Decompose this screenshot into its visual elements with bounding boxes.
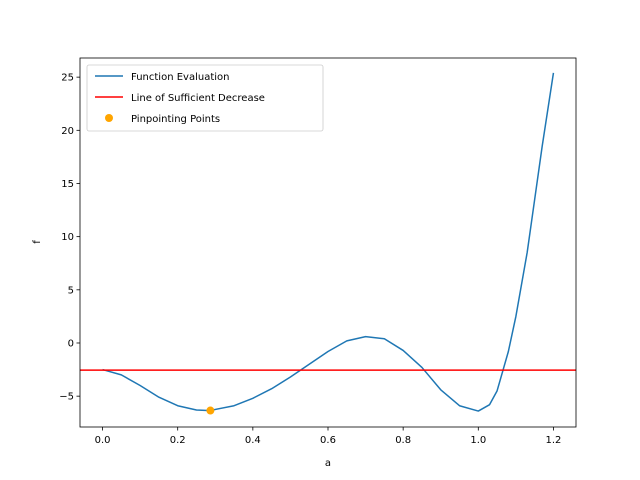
- x-tick-label: 1.0: [470, 435, 486, 446]
- y-tick-label: 5: [68, 285, 74, 296]
- x-tick-label: 0.0: [95, 435, 111, 446]
- y-tick-label: 10: [61, 232, 74, 243]
- legend-box: [86, 64, 324, 132]
- x-tick-label: 0.2: [170, 435, 186, 446]
- legend-label: Pinpointing Points: [131, 114, 220, 125]
- x-tick-label: 0.8: [395, 435, 411, 446]
- y-tick-label: 25: [61, 73, 74, 84]
- x-axis-label: a: [325, 458, 331, 469]
- legend-dot-marker: [105, 114, 113, 122]
- legend-label: Function Evaluation: [131, 72, 229, 83]
- y-axis-label: f: [32, 240, 43, 244]
- y-tick-label: 15: [61, 179, 74, 190]
- y-tick-label: 20: [61, 126, 74, 137]
- legend-label: Line of Sufficient Decrease: [131, 93, 265, 104]
- x-tick-label: 0.6: [320, 435, 336, 446]
- pinpointing-point: [206, 406, 215, 415]
- series-line-function-evaluation: [102, 72, 555, 412]
- x-tick-label: 0.4: [245, 435, 261, 446]
- series-layer: [80, 72, 576, 415]
- ticks-layer: 0.0 0.2 0.4 0.6 0.8 1.0 1.2 −5 0 5 10 15 20 25: [59, 73, 561, 446]
- y-tick-label: −5: [59, 392, 74, 403]
- y-tick-label: 0: [68, 338, 74, 349]
- x-tick-label: 1.2: [546, 435, 562, 446]
- legend: Function Evaluation Line of Sufficient De…: [86, 64, 324, 132]
